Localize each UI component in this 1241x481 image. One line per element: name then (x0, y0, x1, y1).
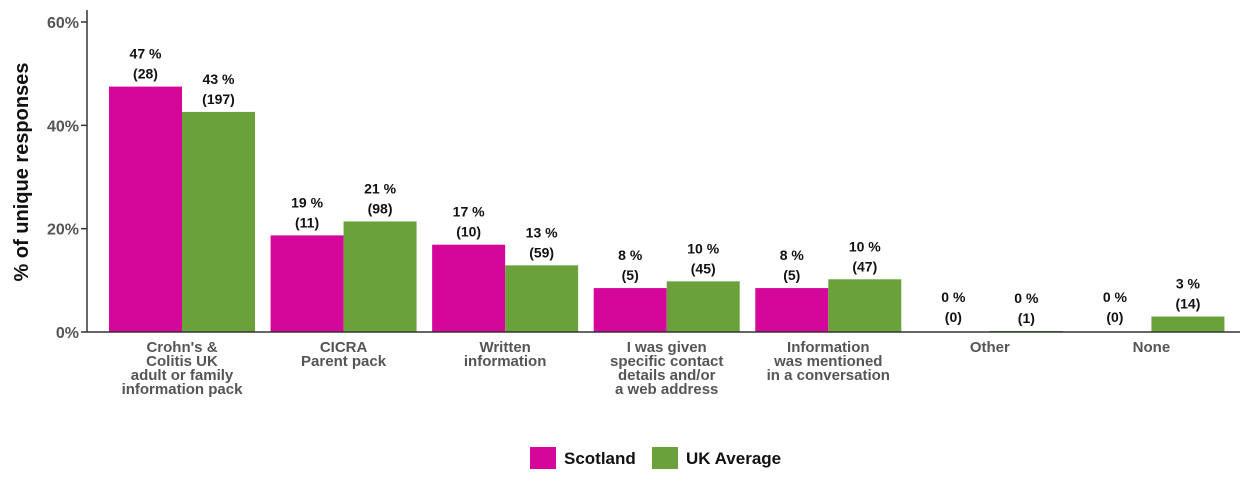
y-axis-ticks: 0% 20% 40% 60% (47, 15, 87, 342)
y-tick-label: 40% (47, 118, 79, 135)
data-label: 19 % (11) (291, 194, 323, 230)
x-category-label: Written information (464, 339, 547, 370)
legend-swatch (652, 447, 678, 469)
bars-group (109, 86, 1225, 333)
y-axis-title-group: % of unique responses (11, 63, 33, 282)
legend-label: UK Average (686, 449, 781, 468)
data-label: 0 % (0) (1103, 289, 1128, 325)
legend-swatch (530, 447, 556, 469)
legend: Scotland UK Average (530, 447, 781, 469)
y-tick-label: 20% (47, 222, 79, 239)
data-label: 0 % (0) (941, 289, 966, 325)
data-label: 47 % (28) (130, 46, 162, 82)
data-label: 10 % (47) (849, 238, 881, 274)
bar-uk-average (828, 279, 902, 332)
x-category-label: I was given specific contact details and/o… (610, 339, 723, 398)
y-tick-label: 60% (47, 15, 79, 32)
x-category-label: None (1133, 339, 1171, 356)
data-label: 8 % (5) (780, 247, 805, 283)
x-category-label: Crohn's & Colitis UK adult or family inform… (122, 339, 244, 398)
data-labels-group: 47 % (28) 19 % (11) 17 % (10) 8 % (5) 8 % (5) 0 %(… (130, 46, 1201, 326)
bar-uk-average (182, 111, 255, 333)
data-label: 8 % (5) (618, 247, 643, 283)
bar-uk-average (505, 265, 579, 332)
x-category-label: Other (970, 339, 1010, 356)
bar-scotland (270, 235, 344, 332)
data-label: 10 % (45) (687, 240, 719, 276)
data-label: 21 % (98) (364, 180, 396, 216)
data-label: 17 % (10) (453, 204, 485, 240)
x-category-label: CICRA Parent pack (301, 339, 387, 370)
x-category-label: Information was mentioned in a conversatio… (767, 339, 890, 384)
data-label: 3 % (14) (1175, 276, 1200, 312)
bar-uk-average (1151, 316, 1225, 332)
data-label: 43 % (197) (202, 71, 235, 107)
x-axis-category-labels: Crohn's & Colitis UK adult or family inform… (122, 339, 1171, 398)
axes-group (86, 10, 1240, 333)
y-axis-title: % of unique responses (11, 63, 33, 282)
legend-label: Scotland (564, 449, 636, 468)
y-tick-label: 0% (56, 325, 79, 342)
bar-scotland (755, 288, 829, 332)
data-label: 13 % (59) (526, 224, 558, 260)
bar-uk-average (666, 281, 740, 332)
bar-scotland (593, 288, 667, 332)
data-label: 0 % (1) (1014, 290, 1039, 326)
bar-scotland (109, 86, 182, 332)
bar-scotland (432, 244, 506, 332)
bar-uk-average (343, 221, 417, 332)
